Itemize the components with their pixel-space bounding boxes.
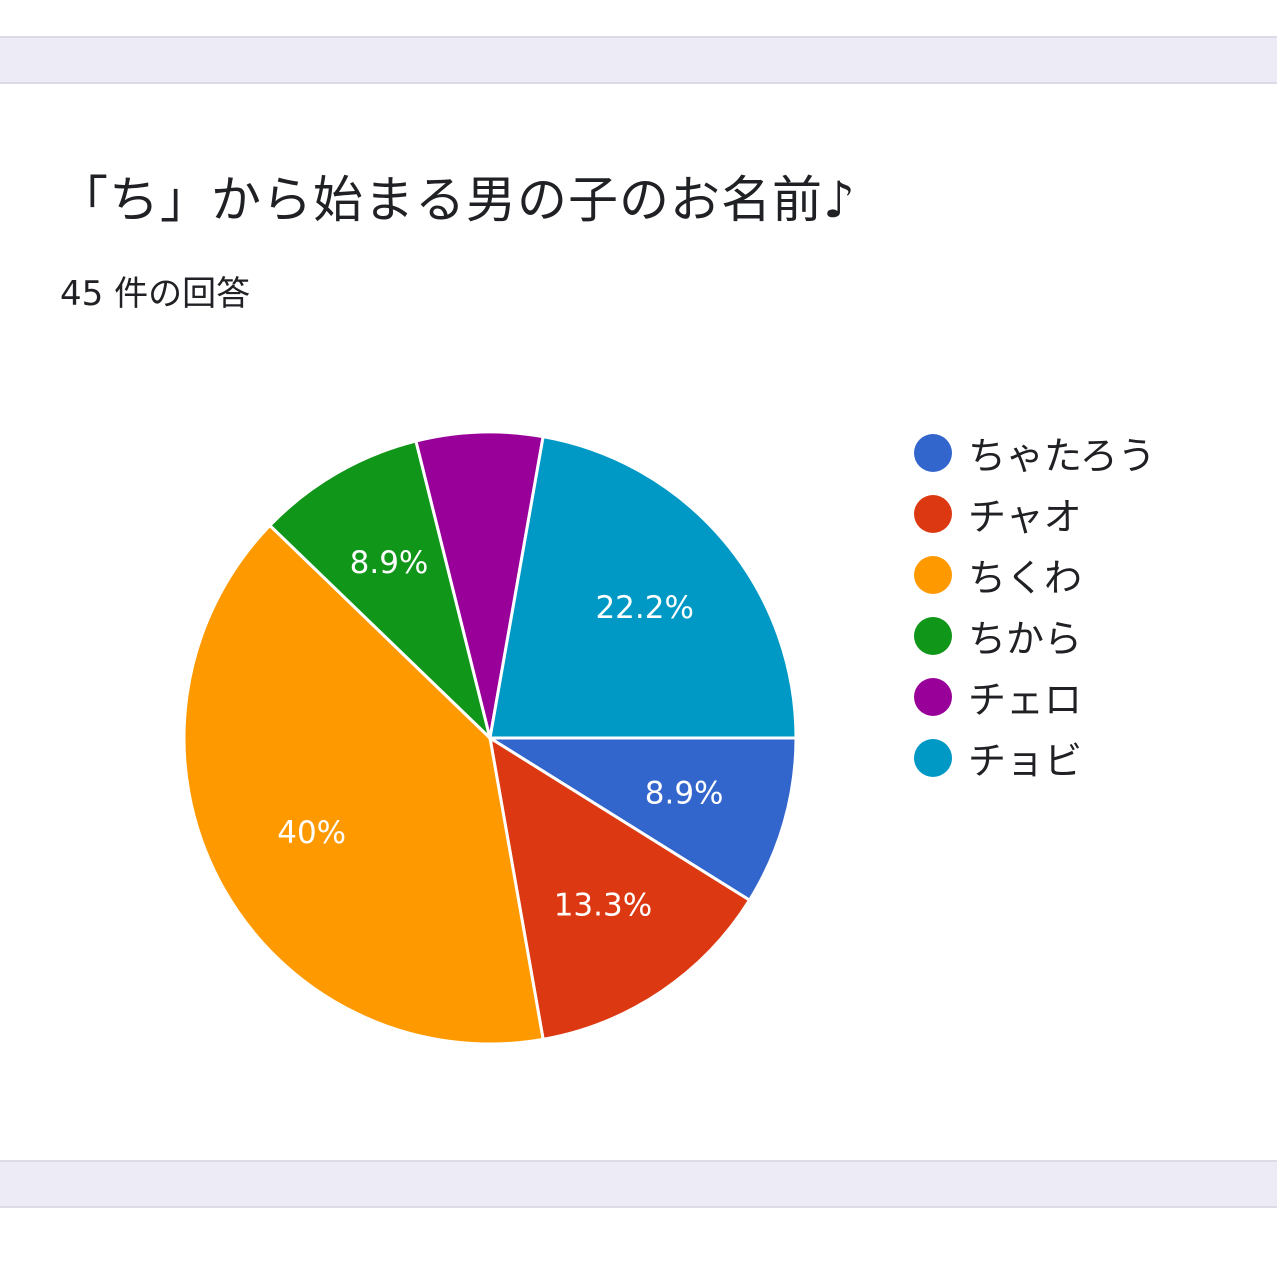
slice-percent-label: 8.9% <box>350 545 429 581</box>
legend-item[interactable]: ちから <box>914 605 1156 666</box>
legend-label: チェロ <box>968 678 1083 722</box>
pie-slice-2[interactable] <box>487 734 752 1042</box>
top-divider-band <box>0 36 1277 84</box>
legend-item[interactable]: ちくわ <box>914 544 1156 605</box>
bottom-divider-band <box>0 1160 1277 1208</box>
pie-slice-5[interactable] <box>414 430 545 739</box>
legend-swatch-icon <box>914 494 952 533</box>
slice-percent-label: 40% <box>277 815 346 851</box>
response-count: 45 件の回答 <box>60 274 251 314</box>
legend-swatch-icon <box>914 555 952 594</box>
legend-label: ちから <box>968 617 1083 661</box>
legend-swatch-icon <box>914 738 952 777</box>
chart-legend: ちゃたろうチャオちくわちからチェロチョビ <box>914 422 1156 788</box>
slice-percent-label: 8.9% <box>645 776 724 812</box>
legend-label: チャオ <box>968 495 1082 539</box>
legend-item[interactable]: ちゃたろう <box>914 422 1156 483</box>
slice-percent-label: 13.3% <box>554 887 652 923</box>
legend-item[interactable]: チェロ <box>914 666 1156 727</box>
legend-swatch-icon <box>914 433 952 472</box>
legend-label: チョビ <box>968 739 1083 783</box>
pie-slice-1[interactable] <box>484 736 798 903</box>
question-title: 「ち」から始まる男の子のお名前♪ <box>58 171 856 229</box>
slice-percent-label: 22.2% <box>595 590 693 626</box>
legend-swatch-icon <box>914 616 952 655</box>
legend-swatch-icon <box>914 677 952 716</box>
legend-item[interactable]: チャオ <box>914 483 1156 544</box>
legend-item[interactable]: チョビ <box>914 727 1156 788</box>
legend-label: ちゃたろう <box>968 434 1156 478</box>
pie-slice-6[interactable] <box>488 434 798 740</box>
legend-label: ちくわ <box>968 556 1083 600</box>
pie-slice-3[interactable] <box>182 523 545 1046</box>
pie-slice-4[interactable] <box>267 439 493 743</box>
